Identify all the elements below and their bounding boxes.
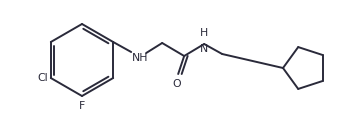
Text: Cl: Cl bbox=[37, 73, 48, 83]
Text: H: H bbox=[200, 28, 208, 38]
Text: F: F bbox=[79, 101, 85, 111]
Text: NH: NH bbox=[132, 53, 149, 63]
Text: N: N bbox=[200, 44, 208, 54]
Text: O: O bbox=[173, 79, 182, 89]
